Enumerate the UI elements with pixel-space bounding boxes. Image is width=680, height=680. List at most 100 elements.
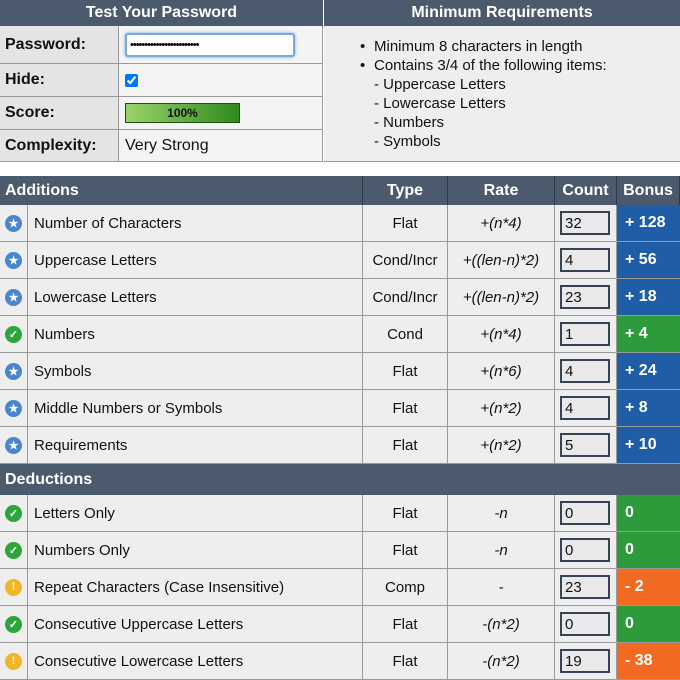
requirement-subitem: - Numbers — [374, 114, 445, 131]
count-box: 19 — [560, 649, 610, 673]
bonus: + 4 — [617, 316, 680, 353]
row-name: Number of Characters — [28, 205, 363, 242]
row-type: Flat — [363, 643, 448, 680]
row-rate: -(n*2) — [448, 606, 555, 643]
status-icon-cell: ! — [0, 569, 28, 606]
bonus: 0 — [617, 495, 680, 532]
column-header: Count — [555, 176, 617, 205]
bonus: + 56 — [617, 242, 680, 279]
requirement-text: Minimum 8 characters in length — [374, 38, 583, 55]
bonus: - 2 — [617, 569, 680, 606]
requirement-subitem: - Uppercase Letters — [374, 76, 506, 93]
bullet: • — [360, 38, 366, 55]
status-icon: ★ — [5, 436, 22, 454]
count-cell: 4 — [555, 390, 617, 427]
status-icon: ✓ — [5, 504, 22, 522]
bonus: + 24 — [617, 353, 680, 390]
row-name: Numbers Only — [28, 532, 363, 569]
row-name: Uppercase Letters — [28, 242, 363, 279]
count-box: 0 — [560, 612, 610, 636]
row-type: Comp — [363, 569, 448, 606]
status-icon: ★ — [5, 214, 22, 232]
row-rate: +(n*4) — [448, 205, 555, 242]
status-icon-cell: ★ — [0, 427, 28, 464]
status-icon-cell: ✓ — [0, 316, 28, 353]
status-icon-cell: ★ — [0, 279, 28, 316]
status-icon: ★ — [5, 399, 22, 417]
bonus: + 8 — [617, 390, 680, 427]
row-name: Consecutive Lowercase Letters — [28, 643, 363, 680]
row-type: Flat — [363, 390, 448, 427]
row-name: Middle Numbers or Symbols — [28, 390, 363, 427]
count-cell: 19 — [555, 643, 617, 680]
status-icon: ★ — [5, 288, 22, 306]
row-rate: -n — [448, 495, 555, 532]
column-header: Bonus — [617, 176, 680, 205]
hide-checkbox[interactable] — [125, 73, 138, 87]
count-cell: 4 — [555, 353, 617, 390]
column-header: Type — [363, 176, 448, 205]
status-icon-cell: ★ — [0, 390, 28, 427]
field-label: Complexity: — [0, 130, 119, 162]
panel-title: Test Your Password — [0, 0, 323, 26]
status-icon-cell: ✓ — [0, 532, 28, 569]
requirements-panel: • Minimum 8 characters in length • Contains… — [324, 26, 680, 162]
status-icon-cell: ✓ — [0, 606, 28, 643]
status-icon: ★ — [5, 251, 22, 269]
requirement-subitem: - Symbols — [374, 133, 441, 150]
field-value — [119, 64, 323, 97]
count-cell: 32 — [555, 205, 617, 242]
column-header: Additions — [0, 176, 363, 205]
row-rate: +(n*4) — [448, 316, 555, 353]
row-rate: +((len-n)*2) — [448, 279, 555, 316]
row-rate: +(n*6) — [448, 353, 555, 390]
row-type: Flat — [363, 606, 448, 643]
status-icon-cell: ★ — [0, 205, 28, 242]
bonus: 0 — [617, 532, 680, 569]
status-icon-cell: ! — [0, 643, 28, 680]
row-rate: +((len-n)*2) — [448, 242, 555, 279]
count-box: 1 — [560, 322, 610, 346]
bonus: + 10 — [617, 427, 680, 464]
row-rate: +(n*2) — [448, 427, 555, 464]
status-icon: ! — [5, 578, 22, 596]
row-type: Cond/Incr — [363, 242, 448, 279]
bonus: 0 — [617, 606, 680, 643]
count-cell: 0 — [555, 532, 617, 569]
count-box: 23 — [560, 285, 610, 309]
status-icon: ! — [5, 652, 22, 670]
requirement-item: • Minimum 8 characters in length — [360, 37, 680, 56]
requirement-text: Contains 3/4 of the following items: — [374, 57, 607, 74]
requirement-item: • Contains 3/4 of the following items: — [360, 56, 680, 75]
field-value — [119, 26, 323, 64]
section-header: Deductions — [0, 464, 680, 495]
status-icon: ✓ — [5, 615, 22, 633]
field-label: Hide: — [0, 64, 119, 97]
panel-title: Minimum Requirements — [324, 0, 680, 26]
bonus: + 18 — [617, 279, 680, 316]
password-input[interactable] — [125, 32, 295, 57]
field-label: Score: — [0, 97, 119, 130]
score-bar: 100% — [125, 103, 240, 123]
count-cell: 1 — [555, 316, 617, 353]
row-name: Symbols — [28, 353, 363, 390]
complexity-value: Very Strong — [125, 136, 209, 154]
requirement-subitem: - Lowercase Letters — [374, 95, 506, 112]
count-cell: 0 — [555, 606, 617, 643]
count-cell: 23 — [555, 569, 617, 606]
count-cell: 5 — [555, 427, 617, 464]
bonus: - 38 — [617, 643, 680, 680]
count-box: 4 — [560, 359, 610, 383]
row-type: Flat — [363, 205, 448, 242]
field-label: Password: — [0, 26, 119, 64]
count-cell: 0 — [555, 495, 617, 532]
count-box: 0 — [560, 538, 610, 562]
row-name: Requirements — [28, 427, 363, 464]
count-cell: 4 — [555, 242, 617, 279]
row-type: Flat — [363, 353, 448, 390]
count-cell: 23 — [555, 279, 617, 316]
count-box: 5 — [560, 433, 610, 457]
count-box: 4 — [560, 396, 610, 420]
row-type: Flat — [363, 532, 448, 569]
